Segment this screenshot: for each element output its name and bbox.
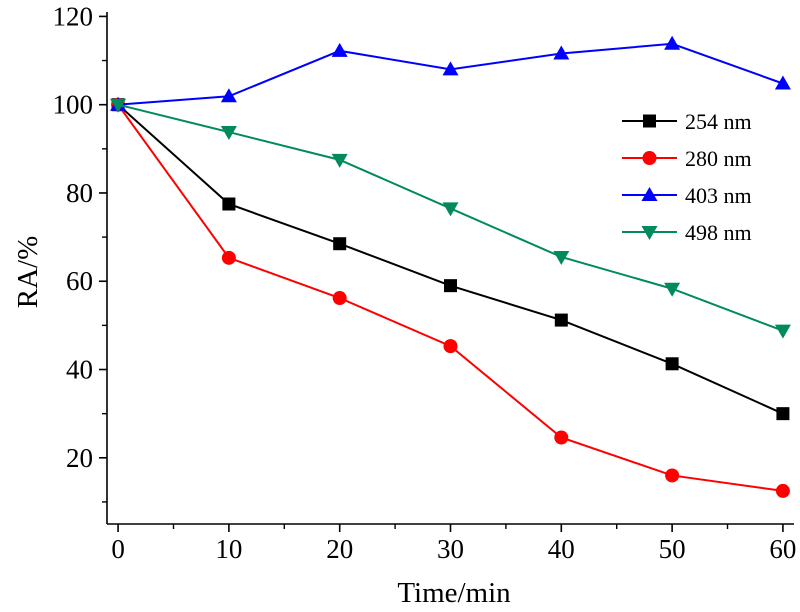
circle-marker bbox=[554, 430, 569, 445]
legend-item: 254 nm bbox=[622, 109, 752, 134]
y-tick-label: 120 bbox=[53, 1, 94, 31]
triangle-down-marker bbox=[110, 98, 127, 113]
y-tick-label: 40 bbox=[66, 355, 93, 385]
x-tick-label: 50 bbox=[659, 534, 686, 564]
triangle-down-marker bbox=[553, 250, 570, 265]
circle-marker bbox=[332, 291, 347, 306]
legend-label: 280 nm bbox=[685, 146, 752, 171]
x-tick-label: 0 bbox=[111, 534, 125, 564]
square-marker bbox=[665, 357, 679, 371]
circle-marker bbox=[642, 151, 657, 165]
circle-marker bbox=[775, 483, 790, 498]
triangle-down-marker bbox=[641, 226, 658, 240]
triangle-up-marker bbox=[774, 75, 791, 90]
legend-item: 498 nm bbox=[622, 220, 752, 245]
legend-label: 254 nm bbox=[685, 109, 752, 134]
triangle-up-marker bbox=[664, 35, 681, 50]
y-axis-title: RA/% bbox=[12, 236, 44, 309]
triangle-up-marker bbox=[331, 42, 348, 57]
legend: 254 nm 280 nm 403 nm 498 nm bbox=[622, 109, 752, 245]
triangle-up-marker bbox=[442, 61, 459, 76]
legend-item: 403 nm bbox=[622, 183, 752, 208]
y-tick-label: 20 bbox=[66, 443, 93, 473]
y-tick-label: 100 bbox=[53, 90, 94, 120]
triangle-down-marker bbox=[220, 126, 237, 141]
square-marker bbox=[776, 407, 790, 421]
series-line bbox=[117, 103, 784, 415]
square-marker bbox=[333, 237, 347, 251]
series-line bbox=[117, 104, 784, 492]
x-tick-label: 20 bbox=[326, 534, 353, 564]
triangle-up-marker bbox=[553, 45, 570, 60]
series-403-nm bbox=[110, 35, 791, 111]
y-tick-label: 60 bbox=[66, 266, 93, 296]
series-498-nm bbox=[110, 98, 791, 339]
x-tick-label: 60 bbox=[769, 534, 796, 564]
circle-marker bbox=[665, 468, 680, 483]
circle-marker bbox=[221, 250, 236, 265]
triangle-down-marker bbox=[664, 282, 681, 297]
circle-marker bbox=[443, 339, 458, 354]
x-axis-title: Time/min bbox=[397, 577, 511, 609]
x-tick-label: 10 bbox=[215, 534, 242, 564]
legend-label: 498 nm bbox=[685, 220, 752, 245]
square-marker bbox=[643, 114, 656, 128]
triangle-down-marker bbox=[442, 202, 459, 217]
legend-item: 280 nm bbox=[622, 146, 752, 171]
square-marker bbox=[444, 279, 457, 293]
square-marker bbox=[554, 313, 568, 327]
series-line bbox=[117, 103, 784, 332]
axes: 0 10 20 30 40 50 60 20 40 60 80 100 120 bbox=[53, 1, 797, 564]
x-tick-label: 40 bbox=[548, 534, 575, 564]
legend-label: 403 nm bbox=[685, 183, 752, 208]
x-tick-label: 30 bbox=[437, 534, 464, 564]
plot-area bbox=[110, 35, 791, 498]
triangle-up-marker bbox=[641, 187, 658, 201]
triangle-down-marker bbox=[331, 153, 348, 168]
square-marker bbox=[222, 197, 236, 211]
y-tick-label: 80 bbox=[66, 178, 93, 208]
triangle-down-marker bbox=[774, 324, 791, 339]
triangle-up-marker bbox=[220, 88, 237, 103]
